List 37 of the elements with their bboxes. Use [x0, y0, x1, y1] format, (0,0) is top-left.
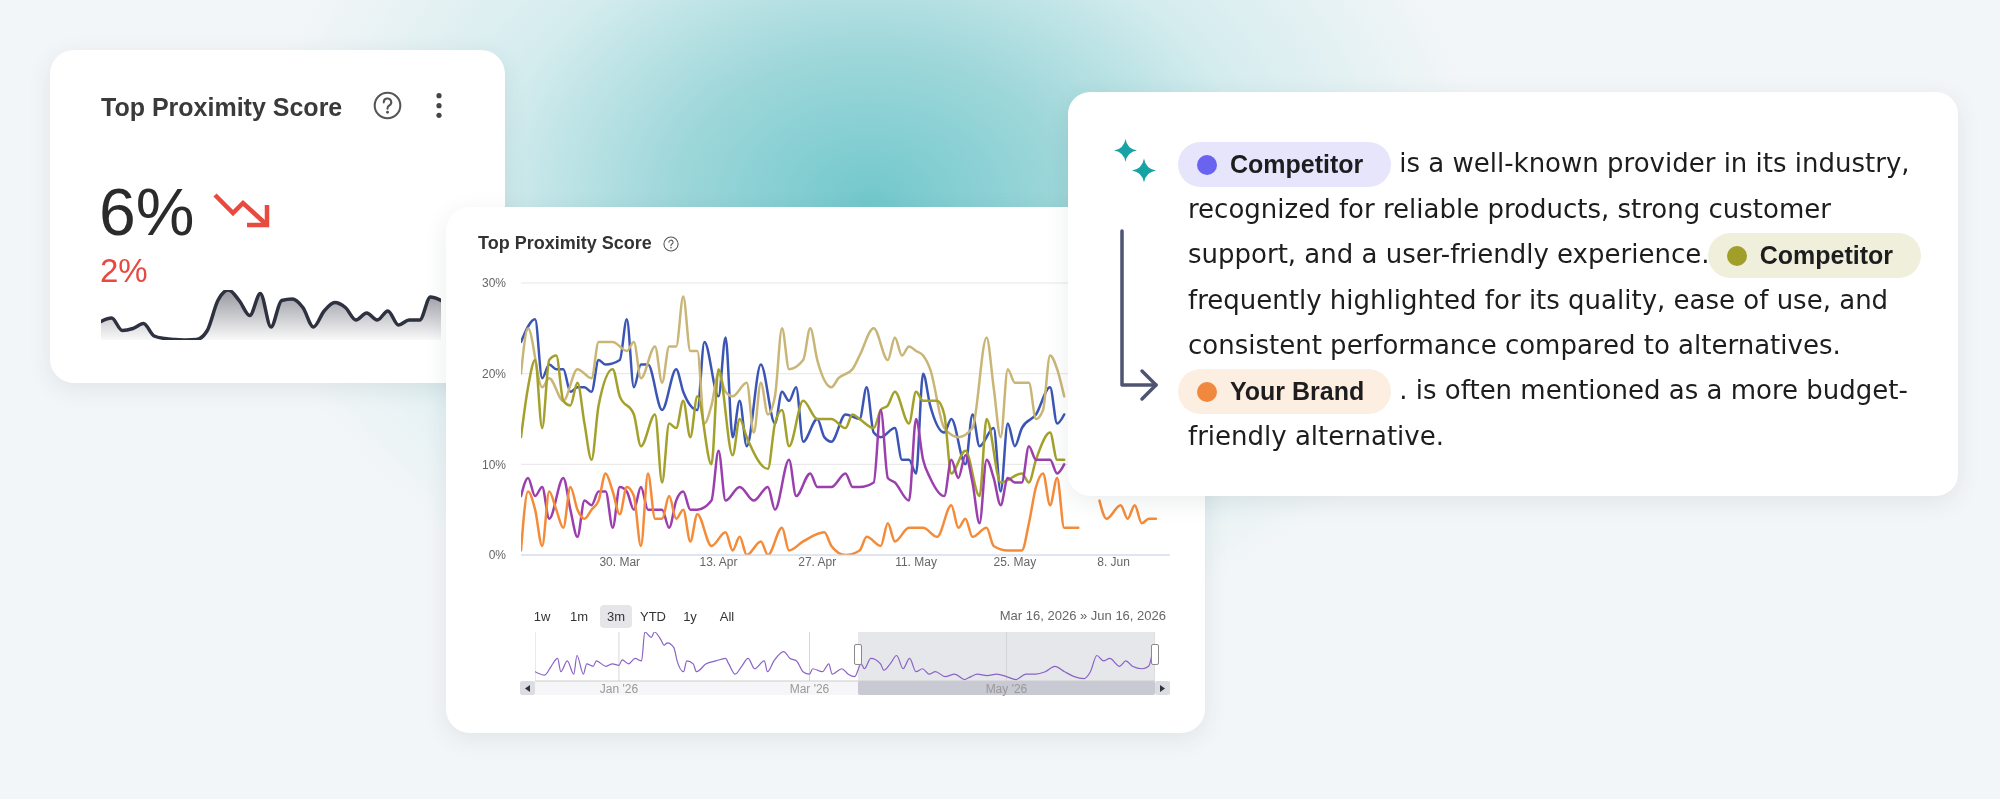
text: 1w: [533, 609, 551, 624]
line-series: [521, 354, 1066, 498]
text: support, and a user-friendly experience.: [1188, 238, 1710, 271]
chart-title: Top Proximity Score: [478, 233, 652, 253]
text: 2%: [100, 252, 148, 289]
y-tick-label: 30%: [481, 276, 507, 291]
text: Competitor: [1759, 240, 1894, 271]
x-tick-label: Jan '26: [599, 681, 639, 696]
y-tick-label: 20%: [481, 366, 507, 381]
text: Mar 16, 2026 » Jun 16, 2026: [999, 608, 1166, 623]
text: is a well-known provider in its industry,: [1399, 147, 1910, 180]
x-tick-label: 11. May: [895, 554, 937, 569]
text: consistent performance compared to alternatives.: [1188, 329, 1841, 362]
text: YTD: [640, 609, 666, 624]
text: Top Proximity Score: [101, 93, 343, 121]
text: recognized for reliable products, strong customer: [1188, 193, 1831, 226]
x-tick-label: May '26: [985, 681, 1028, 696]
text: All: [719, 609, 735, 624]
text: Competitor: [1230, 149, 1364, 180]
x-tick-label: Mar '26: [789, 681, 830, 696]
text: friendly alternative.: [1188, 420, 1444, 453]
line-series: [521, 408, 1066, 539]
line-series: [521, 295, 1066, 439]
x-tick-label: 27. Apr: [798, 554, 837, 569]
x-tick-label: 25. May: [993, 554, 1037, 569]
text: 1y: [683, 609, 697, 624]
y-tick-label: 0%: [488, 548, 507, 563]
x-tick-label: 8. Jun: [1097, 554, 1130, 569]
x-tick-label: 30. Mar: [599, 554, 641, 569]
text: frequently highlighted for its quality, ease of use, and: [1188, 284, 1889, 317]
text: 6%: [99, 175, 195, 249]
x-tick-label: 13. Apr: [699, 554, 738, 569]
text: Your Brand: [1230, 376, 1365, 407]
y-tick-label: 10%: [481, 457, 507, 472]
text: . is often mentioned as a more budget-: [1399, 374, 1908, 407]
selected-button: 3m: [600, 605, 632, 628]
text: 1m: [569, 609, 589, 624]
